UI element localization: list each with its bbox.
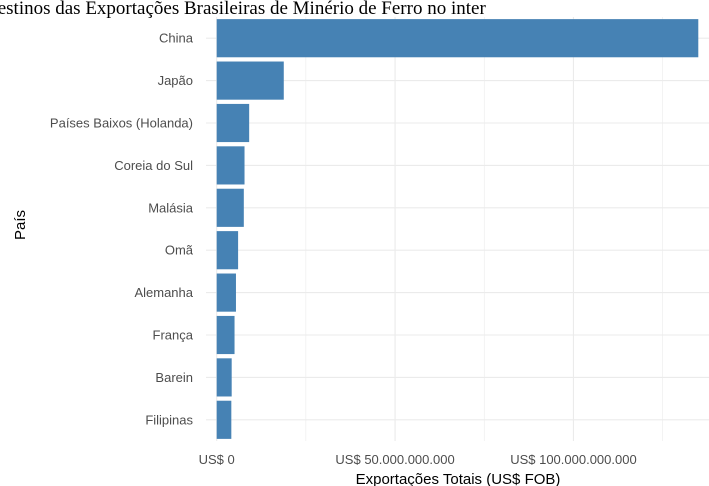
bar — [216, 358, 232, 397]
bar — [216, 103, 250, 143]
x-axis-title: Exportações Totais (US$ FOB) — [356, 471, 561, 486]
chart-title: Destinos das Exportações Brasileiras de … — [0, 0, 486, 19]
bar — [216, 61, 284, 100]
grid-lines — [206, 17, 709, 441]
y-axis-title: País — [12, 210, 29, 240]
x-tick-labels: US$ 0 US$ 50.000.000.000 US$ 100.000.000.0… — [199, 452, 637, 467]
bar — [216, 315, 235, 355]
category-label: Coreia do Sul — [114, 158, 193, 173]
category-label: Japão — [158, 73, 193, 88]
category-label: França — [153, 328, 194, 343]
bar — [216, 188, 244, 227]
bar — [216, 146, 245, 185]
category-label: Barein — [155, 370, 193, 385]
x-tick-label: US$ 50.000.000.000 — [335, 452, 454, 467]
category-label: Omã — [165, 243, 194, 258]
bar — [216, 400, 232, 439]
category-label: Filipinas — [145, 412, 193, 427]
x-tick-label: US$ 0 — [199, 452, 235, 467]
category-label: Alemanha — [134, 285, 193, 300]
category-label: Países Baixos (Holanda) — [50, 116, 193, 131]
category-labels: China Japão Países Baixos (Holanda) Coreia … — [50, 31, 194, 428]
bar — [216, 231, 239, 270]
bar — [216, 19, 699, 58]
bars — [216, 19, 699, 439]
x-tick-label: US$ 100.000.000.000 — [510, 452, 637, 467]
bar — [216, 273, 236, 312]
category-label: Malásia — [148, 200, 194, 215]
category-label: China — [159, 31, 194, 46]
